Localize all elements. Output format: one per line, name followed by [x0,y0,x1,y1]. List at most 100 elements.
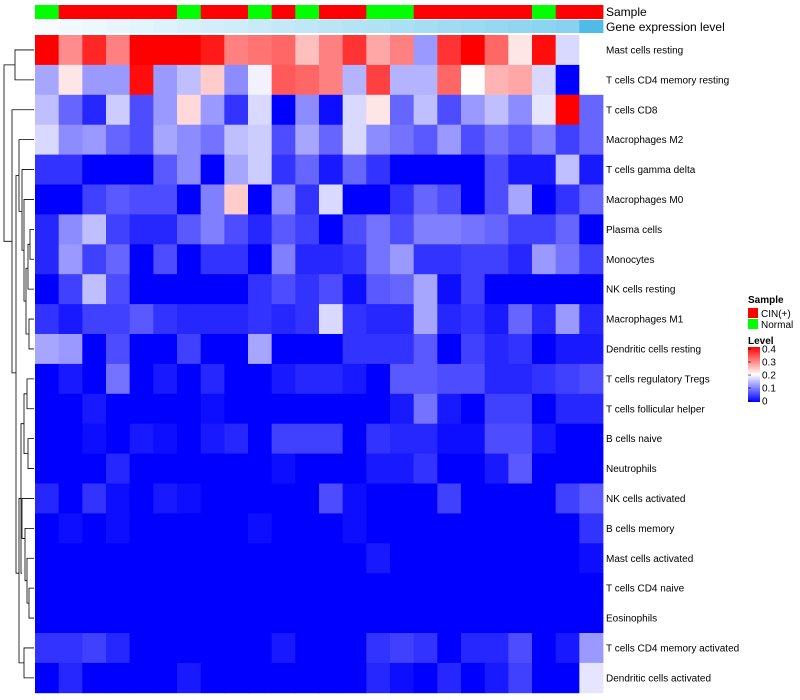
heatmap-cell [200,304,225,335]
heatmap-cell [82,603,107,634]
heatmap-cell [224,513,249,544]
level-ticks: 0.4 0.3 0.2 0.1 0 [748,345,776,408]
heatmap-cell [177,154,202,185]
heatmap-cell [366,304,391,335]
heatmap-cell [484,453,509,484]
heatmap-cell [579,244,604,275]
heatmap-cell [579,334,604,365]
heatmap-cell [508,393,533,425]
sample-annotation-cell [390,5,415,19]
heatmap-cell [413,334,438,365]
dendrogram-branch [28,318,34,350]
heatmap-cell [390,573,415,604]
heatmap-cell [461,94,486,126]
heatmap-cell [437,363,462,395]
heatmap-cell [366,393,391,425]
heatmap-cell [200,94,225,126]
heatmap-cell [106,274,131,305]
heatmap-cell [82,35,107,66]
heatmap-cell [484,543,509,574]
heatmap-cell [248,603,273,634]
heatmap-cell [484,214,509,245]
heatmap-cell [461,35,486,66]
heatmap-cell [200,124,225,155]
heatmap-cell [129,304,154,335]
heatmap-cell [508,154,533,185]
heatmap-cell [295,363,320,395]
heatmap-cell [366,244,391,275]
heatmap-cell [342,244,367,275]
sample-annotation-cell [106,5,131,19]
row-label: Mast cells resting [606,45,683,56]
heatmap-cell [153,214,178,245]
heatmap-cell [508,64,533,96]
heatmap-cell [413,304,438,335]
heatmap-cell [579,214,604,245]
heatmap-cell [200,633,225,664]
heatmap-cell [390,154,415,185]
heatmap-cell [461,393,486,425]
gene-expression-annotation-cell [437,20,462,33]
row-label: B cells naive [606,434,663,445]
heatmap-cell [579,363,604,395]
heatmap-cell [461,304,486,335]
heatmap-cell [508,573,533,604]
heatmap-cell [295,334,320,365]
heatmap-cell [271,483,296,514]
heatmap-cell [366,94,391,126]
heatmap-cell [555,214,580,245]
heatmap-cell [413,573,438,604]
heatmap-cell [579,184,604,215]
heatmap-cell [555,124,580,155]
heatmap-cell [555,662,580,694]
gene-expression-annotation-cell [484,20,509,33]
heatmap-cell [437,483,462,514]
heatmap-cell [224,603,249,634]
heatmap-cell [319,334,344,365]
heatmap-cell [366,64,391,96]
heatmap-cell [248,94,273,126]
heatmap-cell [177,94,202,126]
heatmap-cell [58,363,83,395]
heatmap-cell [177,244,202,275]
heatmap-cell [200,363,225,395]
heatmap-cell [35,334,60,365]
level-tick-label: 0.1 [762,384,776,395]
gene-expression-annotation-cell [177,20,202,33]
row-label: T cells CD4 memory resting [606,75,729,86]
heatmap-cell [508,453,533,484]
sample-annotation-track [35,5,604,19]
heatmap-cell [224,124,249,155]
heatmap-cell [58,483,83,514]
heatmap-cell [82,154,107,185]
heatmap-cell [319,603,344,634]
heatmap-cell [82,124,107,155]
heatmap-cell [224,662,249,694]
heatmap-cell [508,334,533,365]
heatmap-cell [508,633,533,664]
sample-annotation-cell [319,5,344,19]
heatmap-cell [271,94,296,126]
heatmap-cell [129,94,154,126]
heatmap-cell [106,573,131,604]
heatmap-cell [437,453,462,484]
gene-expression-annotation-cell [295,20,320,33]
heatmap-cell [319,513,344,544]
heatmap-cell [106,453,131,484]
heatmap-cell [413,274,438,305]
heatmap-cell [153,363,178,395]
heatmap-cell [248,244,273,275]
heatmap-cell [129,603,154,634]
heatmap-cell [177,543,202,574]
dendrogram-branch [21,169,34,251]
heatmap-cell [58,453,83,484]
heatmap-cell [58,513,83,544]
row-label: T cells CD8 [606,105,658,116]
heatmap-cell [366,633,391,664]
sample-annotation-cell [579,5,604,19]
heatmap-cell [437,603,462,634]
dendrogram-branch [28,587,34,619]
heatmap-cell [555,94,580,126]
heatmap-cell [271,423,296,454]
heatmap-cell [35,64,60,96]
